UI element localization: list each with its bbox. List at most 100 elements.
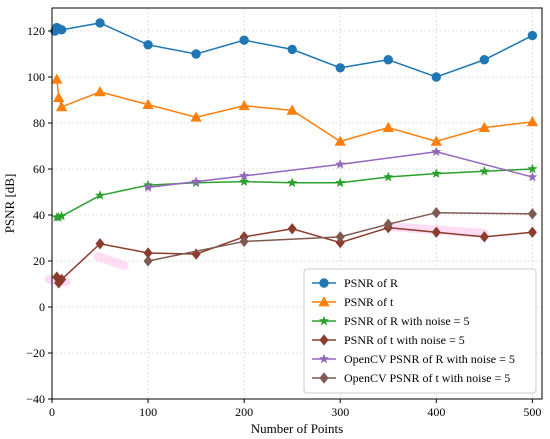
data-point — [383, 55, 393, 65]
data-point — [57, 273, 67, 286]
x-tick-label: 100 — [139, 405, 157, 419]
y-tick-label: 0 — [39, 300, 45, 314]
data-point — [335, 63, 345, 73]
data-point — [335, 159, 346, 169]
x-tick-label: 0 — [49, 405, 55, 419]
y-tick-label: −40 — [26, 392, 45, 406]
x-tick-label: 400 — [427, 405, 445, 419]
legend-label: PSNR of R — [344, 276, 398, 290]
series-line — [147, 211, 533, 262]
data-point — [94, 86, 106, 97]
data-point — [56, 210, 67, 221]
data-point — [334, 135, 346, 146]
y-tick-label: 80 — [33, 116, 45, 130]
y-tick-label: 40 — [33, 208, 45, 222]
legend: PSNR of R PSNR of t PSNR of R with noise =… — [303, 268, 537, 394]
plot-frame — [51, 7, 543, 400]
data-point — [430, 135, 442, 146]
x-tick-label: 300 — [331, 405, 349, 419]
data-point — [191, 176, 202, 186]
data-point — [239, 35, 249, 45]
data-point — [431, 168, 442, 178]
highlight-stroke — [93, 251, 129, 271]
x-tick-label: 200 — [235, 405, 253, 419]
data-point — [478, 121, 491, 132]
data-point — [239, 170, 250, 181]
data-point — [238, 99, 250, 111]
y-tick-label: 20 — [33, 254, 45, 268]
legend-label: PSNR of t — [344, 295, 394, 309]
data-point — [56, 25, 67, 35]
y-tick-label: 100 — [27, 70, 45, 84]
series-layer — [50, 18, 539, 289]
legend-box — [303, 268, 537, 394]
data-point — [527, 171, 538, 182]
data-point — [527, 163, 538, 174]
data-point — [527, 226, 537, 238]
x-tick-label: 500 — [523, 405, 541, 419]
data-point — [287, 44, 297, 55]
y-tick-label: 60 — [33, 162, 45, 176]
data-point — [143, 255, 153, 267]
legend-marker — [318, 296, 330, 307]
y-tick-label: −20 — [26, 346, 45, 360]
data-point — [431, 207, 441, 219]
x-axis-label: Number of Points — [251, 421, 343, 436]
data-point — [143, 40, 153, 50]
data-point — [479, 55, 490, 65]
data-point — [239, 176, 250, 186]
data-point — [190, 111, 202, 122]
data-point — [55, 101, 68, 112]
legend-label: PSNR of t with noise = 5 — [344, 333, 465, 347]
legend-label: OpenCV PSNR of t with noise = 5 — [344, 371, 510, 385]
series-1 — [50, 18, 538, 82]
data-point — [335, 177, 346, 188]
data-point — [527, 30, 538, 41]
legend-item: OpenCV PSNR of t with noise = 5 — [312, 371, 510, 385]
legend-marker — [319, 334, 329, 346]
legend-marker — [319, 278, 329, 288]
tick-layer: 0 100 200 300 400 500 −40 −20 0 20 40 60 80 100 120 — [26, 24, 541, 419]
data-point — [287, 223, 297, 235]
legend-item: PSNR of t with noise = 5 — [312, 333, 465, 347]
legend-item: PSNR of t — [312, 295, 394, 309]
data-point — [335, 236, 345, 249]
series-6 — [143, 207, 537, 267]
data-point — [431, 72, 442, 82]
data-point — [335, 231, 345, 243]
data-point — [95, 18, 105, 28]
legend-item: OpenCV PSNR of R with noise = 5 — [312, 352, 515, 366]
legend-label: OpenCV PSNR of R with noise = 5 — [344, 352, 515, 366]
data-point — [142, 98, 154, 109]
data-point — [142, 182, 154, 192]
data-point — [382, 121, 394, 132]
data-point — [53, 91, 65, 103]
legend-item: PSNR of R with noise = 5 — [312, 314, 469, 328]
data-point — [239, 235, 249, 248]
data-point — [95, 238, 105, 250]
data-point — [479, 165, 490, 176]
series-2 — [51, 73, 539, 146]
legend-item: PSNR of R — [312, 276, 398, 290]
data-point — [431, 146, 442, 157]
legend-marker — [318, 315, 330, 326]
series-line — [147, 150, 533, 189]
data-point — [94, 190, 106, 200]
data-point — [526, 116, 539, 127]
data-point — [479, 231, 489, 243]
y-axis-label: PSNR [dB] — [2, 174, 17, 234]
data-point — [527, 208, 537, 220]
legend-marker — [319, 372, 329, 384]
data-point — [431, 226, 441, 238]
data-point — [191, 49, 201, 59]
data-point — [286, 104, 298, 115]
y-tick-label: 120 — [27, 24, 45, 38]
data-point — [383, 218, 393, 230]
legend-label: PSNR of R with noise = 5 — [344, 314, 469, 328]
legend-marker — [318, 353, 330, 364]
data-point — [51, 73, 63, 84]
data-point — [287, 177, 298, 188]
series-5 — [142, 146, 538, 192]
